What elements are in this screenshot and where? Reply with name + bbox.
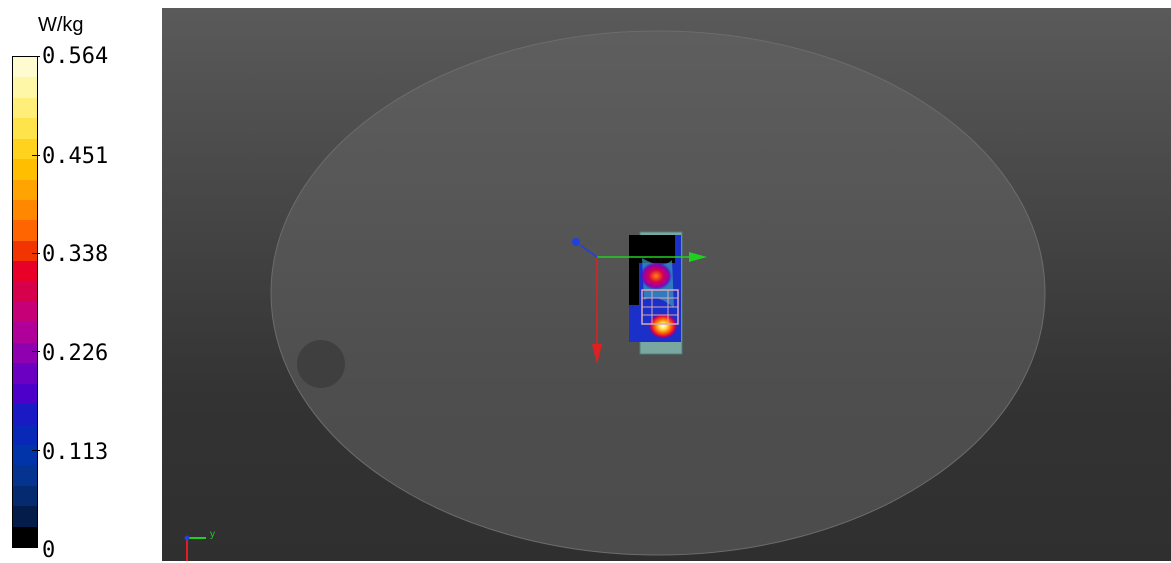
sar-map-dark-left	[629, 263, 639, 305]
orientation-gizmo: y	[184, 529, 215, 561]
color-bar-segment	[13, 363, 37, 385]
color-bar-segment	[13, 465, 37, 487]
axis-x-arrow	[592, 344, 602, 364]
color-bar-segment	[13, 138, 37, 160]
color-bar-segment	[13, 322, 37, 344]
gizmo-y-label: y	[210, 529, 215, 540]
tick-label-2: 0.451	[42, 144, 109, 169]
tick-mark	[32, 155, 40, 156]
scene-canvas: y	[184, 30, 1046, 561]
color-bar-segment	[13, 77, 37, 99]
color-bar-segment	[13, 220, 37, 242]
color-bar-segment	[13, 240, 37, 262]
color-bar-segment	[13, 485, 37, 507]
tick-label-4: 0.226	[42, 341, 109, 366]
color-bar-segment	[13, 118, 37, 140]
color-bar	[12, 56, 38, 548]
tick-label-min: 0	[42, 538, 56, 563]
phantom-marker	[297, 340, 345, 388]
color-bar-segment	[13, 404, 37, 425]
color-bar-segment	[13, 199, 37, 221]
color-bar-segment	[13, 97, 37, 119]
color-bar-segment	[13, 302, 37, 323]
axis-z-line	[579, 244, 598, 258]
tick-label-5: 0.113	[42, 440, 109, 465]
color-bar-segment	[13, 281, 37, 303]
3d-viewport[interactable]: y	[162, 8, 1171, 561]
tick-mark	[32, 351, 40, 352]
color-bar-segment	[13, 342, 37, 364]
color-bar-segment	[13, 261, 37, 283]
color-bar-segment	[13, 383, 37, 405]
axis-y-arrow	[689, 252, 707, 262]
tick-mark	[32, 450, 40, 451]
color-bar-segment	[13, 444, 37, 466]
sar-hotspot-lower	[648, 313, 678, 339]
color-bar-segment	[13, 526, 37, 548]
sar-hotspot-upper	[640, 262, 672, 290]
color-bar-segment	[13, 159, 37, 180]
sar-map-dark	[629, 235, 675, 263]
color-bar-segment	[13, 57, 37, 78]
unit-label: W/kg	[38, 14, 84, 36]
color-scale-legend: W/kg 0.564 0.451 0.338 0.226 0.113 0	[0, 0, 162, 563]
tick-mark	[32, 56, 40, 57]
color-bar-segment	[13, 506, 37, 528]
axis-z-arrow	[572, 238, 580, 246]
color-bar-segment	[13, 424, 37, 446]
tick-label-3: 0.338	[42, 242, 109, 267]
color-bar-segment	[13, 179, 37, 201]
tick-mark	[32, 253, 40, 254]
tick-label-max: 0.564	[42, 44, 109, 69]
